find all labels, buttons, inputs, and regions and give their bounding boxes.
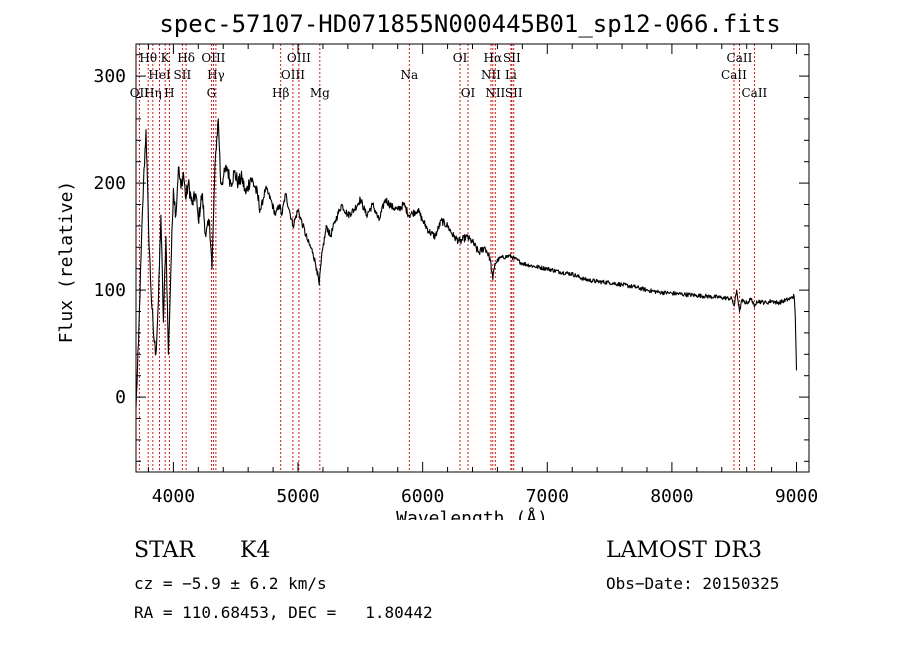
line-label-17: OI — [461, 86, 476, 100]
survey-label: LAMOST DR3 — [606, 538, 762, 563]
line-label-7: Hδ — [177, 51, 195, 65]
x-tick-label: 8000 — [650, 486, 693, 507]
line-label-11: Hβ — [272, 86, 289, 100]
x-axis-label: Wavelength (Å) — [396, 507, 548, 520]
spectral-subclass: K4 — [240, 538, 271, 563]
line-label-1: Hθ — [139, 51, 157, 65]
line-label-8: G — [207, 86, 217, 100]
spectrum-line — [135, 118, 798, 408]
observation-date: Obs−Date: 20150325 — [606, 574, 780, 593]
emission-line-labels: OIIHθHηHeIKHSIIHδGOIIIHγHβOIIIOIIIMgNaOI… — [130, 51, 768, 100]
x-axis-ticks: 4000 5000 6000 7000 8000 9000 — [147, 44, 818, 507]
line-label-23: SII — [505, 86, 523, 100]
line-label-9: OIII — [201, 51, 225, 65]
plot-frame — [135, 43, 810, 473]
line-label-24: CaII — [721, 68, 747, 82]
line-label-25: CaII — [727, 51, 753, 65]
line-label-15: Na — [400, 68, 418, 82]
line-label-20: NII — [485, 86, 505, 100]
y-axis-label: Flux (relative) — [56, 181, 77, 344]
line-label-22: SII — [503, 51, 521, 65]
line-label-10: Hγ — [207, 68, 225, 82]
emission-line-markers — [138, 44, 755, 472]
object-type: STAR — [134, 538, 195, 563]
line-label-12: OIII — [281, 68, 305, 82]
x-tick-label: 7000 — [526, 486, 569, 507]
y-tick-label: 300 — [93, 66, 126, 87]
line-label-26: CaII — [741, 86, 767, 100]
y-tick-label: 200 — [93, 173, 126, 194]
x-tick-label: 4000 — [152, 486, 195, 507]
line-label-19: Hα — [484, 51, 503, 65]
y-tick-label: 0 — [115, 387, 126, 408]
line-label-0: OII — [130, 86, 150, 100]
line-label-4: K — [161, 51, 171, 65]
y-tick-label: 100 — [93, 280, 126, 301]
chart-title: spec-57107-HD071855N000445B01_sp12-066.f… — [159, 10, 780, 38]
coordinates-readout: RA = 110.68453, DEC = 1.80442 — [134, 603, 433, 622]
line-label-18: NII — [481, 68, 501, 82]
line-label-2: Hη — [144, 86, 162, 100]
line-label-6: SII — [174, 68, 192, 82]
x-tick-label: 6000 — [401, 486, 444, 507]
line-label-13: OIII — [287, 51, 311, 65]
line-label-5: H — [164, 86, 174, 100]
x-tick-label: 9000 — [775, 486, 818, 507]
redshift-readout: cz = −5.9 ± 6.2 km/s — [134, 574, 327, 593]
line-label-16: OI — [453, 51, 468, 65]
line-label-21: Li — [505, 68, 517, 82]
line-label-3: HeI — [148, 68, 171, 82]
y-axis-ticks: 0 100 200 300 — [93, 54, 809, 462]
spectrum-chart: spec-57107-HD071855N000445B01_sp12-066.f… — [56, 10, 818, 520]
x-tick-label: 5000 — [276, 486, 319, 507]
line-label-14: Mg — [310, 86, 330, 100]
